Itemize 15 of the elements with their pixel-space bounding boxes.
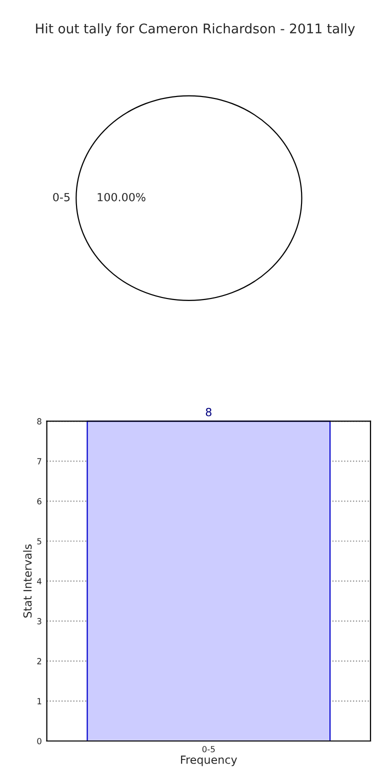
y-axis-title: Stat Intervals xyxy=(23,544,32,618)
data-label: 100.00% xyxy=(98,192,146,202)
chart-title: Hit out tally for Cameron Richardson - 2011 tally xyxy=(36,23,355,36)
slice-label: 0-5 xyxy=(53,192,70,202)
data-label: 8 xyxy=(206,408,212,416)
y-tick-label: 3 xyxy=(37,618,42,624)
y-tick-label: 7 xyxy=(37,458,42,464)
y-tick-label: 2 xyxy=(37,658,42,664)
y-tick-label: 6 xyxy=(37,498,42,504)
x-axis-title: Frequency xyxy=(181,756,238,766)
y-tick-label: 4 xyxy=(37,578,42,584)
y-tick-label: 0 xyxy=(37,738,42,744)
y-tick-label: 8 xyxy=(37,418,42,424)
y-tick-label: 1 xyxy=(38,698,42,704)
y-tick-label: 5 xyxy=(37,538,42,544)
